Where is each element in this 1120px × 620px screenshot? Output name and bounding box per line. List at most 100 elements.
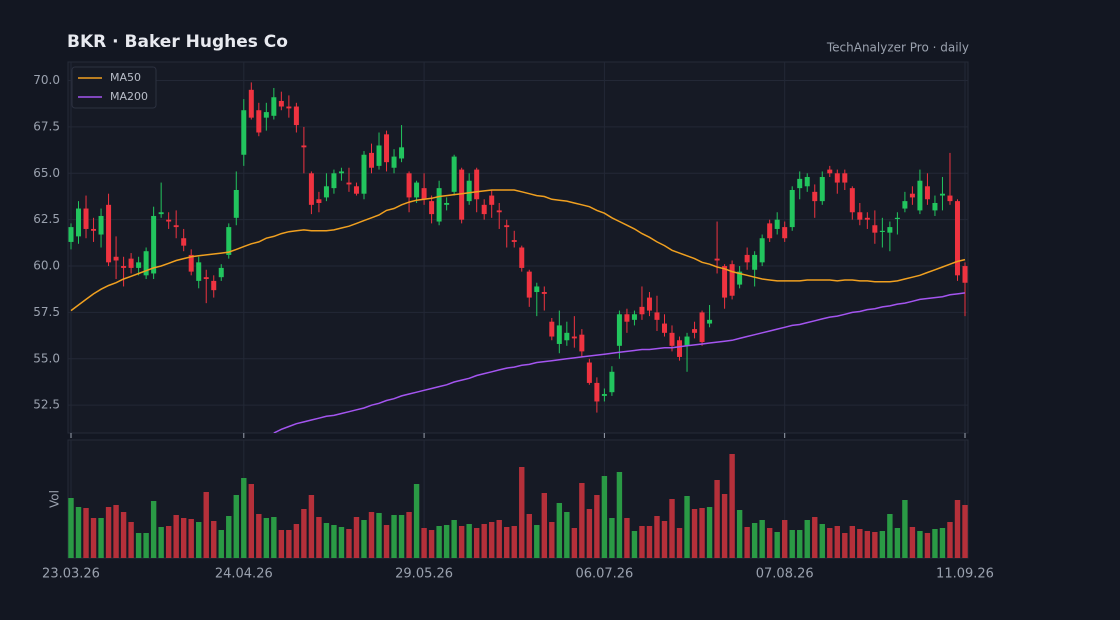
candle-body	[842, 173, 848, 183]
candle-body	[864, 217, 870, 220]
volume-bar	[631, 531, 638, 558]
candle-body	[196, 262, 202, 281]
volume-bar	[812, 517, 818, 558]
candle-body	[166, 219, 172, 222]
volume-bar	[436, 526, 442, 558]
candle-body	[271, 97, 277, 116]
volume-bar	[473, 528, 480, 558]
candle-body	[534, 286, 540, 293]
candle-body	[203, 277, 209, 280]
volume-bar	[391, 515, 397, 558]
candle-body	[834, 173, 840, 183]
candle-body	[451, 156, 457, 192]
volume-bar	[887, 514, 893, 558]
candle-body	[609, 371, 615, 393]
volume-bar	[248, 484, 255, 558]
chart-subtitle: TechAnalyzer Pro · daily	[826, 41, 969, 55]
volume-bar	[293, 524, 300, 558]
candle-body	[399, 147, 405, 159]
candle-body	[827, 169, 833, 174]
candle-body	[511, 240, 517, 242]
legend-label: MA50	[110, 71, 141, 84]
x-tick-label: 29.05.26	[395, 567, 453, 582]
volume-bar	[98, 518, 104, 558]
y-tick-label: 65.0	[33, 166, 60, 180]
candle-body	[541, 292, 547, 294]
candle-body	[91, 228, 97, 231]
candle-body	[128, 258, 134, 268]
candle-body	[909, 193, 915, 198]
candle-body	[263, 112, 269, 118]
volume-bar	[113, 505, 119, 558]
candle-body	[474, 169, 480, 200]
candle-body	[639, 306, 645, 315]
candle-body	[579, 334, 585, 352]
y-tick-label: 55.0	[33, 351, 60, 365]
candle-body	[489, 195, 495, 205]
volume-bar	[729, 454, 735, 558]
candle-body	[173, 225, 179, 228]
volume-bar	[842, 533, 848, 558]
volume-bar	[571, 528, 578, 558]
volume-bar	[699, 508, 705, 558]
candle-body	[121, 266, 127, 268]
volume-bar	[639, 526, 645, 558]
candle-body	[669, 332, 675, 346]
volume-bar	[962, 505, 968, 558]
volume-bar	[609, 518, 615, 558]
volume-bar	[413, 484, 420, 558]
candle-body	[466, 180, 472, 202]
volume-bar	[443, 525, 450, 558]
candle-body	[887, 227, 893, 233]
candle-body	[113, 256, 119, 261]
volume-bar	[902, 500, 908, 558]
volume-bar	[879, 531, 886, 558]
volume-bar	[504, 527, 510, 558]
volume-bar	[579, 483, 585, 558]
candle-body	[376, 145, 382, 166]
volume-bar	[143, 533, 149, 558]
volume-bar	[526, 514, 532, 558]
candle-body	[181, 238, 187, 246]
candle-body	[526, 271, 532, 298]
candle-body	[151, 215, 157, 274]
candle-body	[504, 225, 510, 228]
volume-bar	[398, 515, 405, 558]
volume-bar	[624, 518, 630, 558]
candle-body	[481, 204, 487, 215]
candle-body	[819, 177, 825, 202]
candle-body	[812, 191, 818, 202]
volume-bar	[864, 531, 871, 558]
candle-body	[564, 332, 570, 341]
candle-body	[737, 271, 743, 285]
candle-body	[406, 173, 412, 198]
y-tick-label: 52.5	[33, 398, 60, 412]
volume-bar	[797, 530, 803, 558]
candle-body	[661, 323, 667, 333]
candle-body	[767, 223, 773, 239]
volume-label: Vol	[48, 490, 62, 508]
legend-label: MA200	[110, 90, 148, 103]
volume-bar	[932, 529, 938, 558]
volume-bar	[203, 492, 209, 558]
candle-body	[789, 189, 795, 228]
volume-bar	[691, 509, 698, 558]
candle-body	[226, 227, 232, 255]
volume-bar	[721, 494, 728, 558]
candle-body	[594, 382, 600, 402]
candle-body	[158, 212, 164, 215]
volume-bar	[654, 516, 660, 558]
candle-body	[83, 208, 89, 229]
volume-bar	[489, 522, 495, 558]
volume-bar	[616, 472, 623, 558]
x-tick-label: 11.09.26	[936, 567, 994, 582]
candle-body	[631, 314, 637, 320]
candle-body	[308, 173, 314, 205]
candle-body	[962, 266, 968, 283]
candle-body	[391, 156, 397, 168]
x-tick-label: 24.04.26	[215, 567, 273, 582]
candle-body	[241, 110, 247, 155]
volume-bar	[451, 520, 457, 558]
volume-bar	[706, 507, 713, 558]
